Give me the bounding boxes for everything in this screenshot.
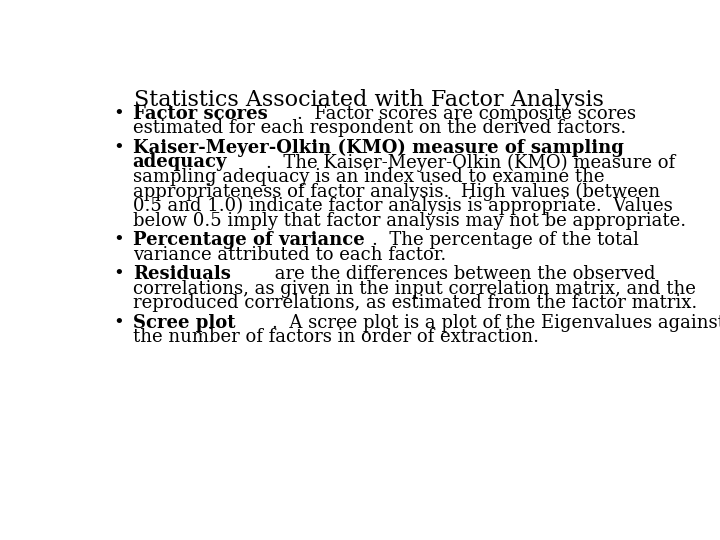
Text: sampling adequacy is an index used to examine the: sampling adequacy is an index used to ex… <box>132 168 604 186</box>
Text: 0.5 and 1.0) indicate factor analysis is appropriate.  Values: 0.5 and 1.0) indicate factor analysis is… <box>132 197 672 215</box>
Text: •: • <box>113 231 124 249</box>
Text: estimated for each respondent on the derived factors.: estimated for each respondent on the der… <box>132 119 626 138</box>
Text: adequacy: adequacy <box>132 153 227 171</box>
Text: .  The percentage of the total: . The percentage of the total <box>372 231 639 249</box>
Text: appropriateness of factor analysis.  High values (between: appropriateness of factor analysis. High… <box>132 183 660 201</box>
Text: the number of factors in order of extraction.: the number of factors in order of extrac… <box>132 328 539 346</box>
Text: variance attributed to each factor.: variance attributed to each factor. <box>132 246 446 264</box>
Text: .  Factor scores are composite scores: . Factor scores are composite scores <box>297 105 636 123</box>
Text: Percentage of variance: Percentage of variance <box>132 231 364 249</box>
Text: •: • <box>113 139 124 157</box>
Text: •: • <box>113 105 124 123</box>
Text: Factor scores: Factor scores <box>132 105 267 123</box>
Text: .  A scree plot is a plot of the Eigenvalues against: . A scree plot is a plot of the Eigenval… <box>272 314 720 332</box>
Text: Statistics Associated with Factor Analysis: Statistics Associated with Factor Analys… <box>134 89 604 111</box>
Text: Residuals: Residuals <box>132 265 230 283</box>
Text: correlations, as given in the input correlation matrix, and the: correlations, as given in the input corr… <box>132 280 696 298</box>
Text: below 0.5 imply that factor analysis may not be appropriate.: below 0.5 imply that factor analysis may… <box>132 212 685 230</box>
Text: are the differences between the observed: are the differences between the observed <box>269 265 655 283</box>
Text: •: • <box>113 314 124 332</box>
Text: reproduced correlations, as estimated from the factor matrix.: reproduced correlations, as estimated fr… <box>132 294 697 312</box>
Text: Scree plot: Scree plot <box>132 314 235 332</box>
Text: .  The Kaiser-Meyer-Olkin (KMO) measure of: . The Kaiser-Meyer-Olkin (KMO) measure o… <box>266 153 675 172</box>
Text: Kaiser-Meyer-Olkin (KMO) measure of sampling: Kaiser-Meyer-Olkin (KMO) measure of samp… <box>132 139 624 157</box>
Text: •: • <box>113 265 124 283</box>
